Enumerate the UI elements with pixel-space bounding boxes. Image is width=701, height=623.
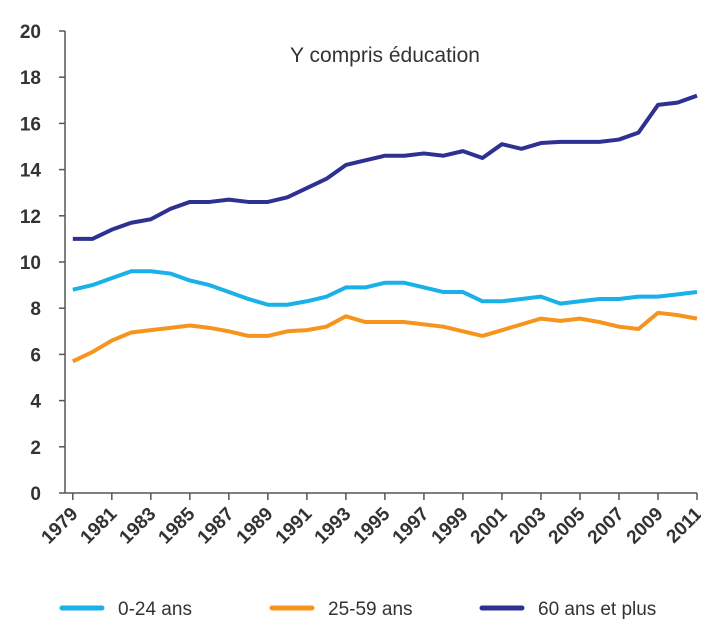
legend-label: 25-59 ans bbox=[328, 599, 413, 620]
x-tick-label: 1989 bbox=[233, 504, 278, 549]
x-tick-label: 2001 bbox=[467, 503, 512, 548]
x-tick-label: 1997 bbox=[389, 504, 434, 549]
x-tick-label: 1981 bbox=[77, 503, 122, 548]
y-tick-label: 20 bbox=[20, 22, 41, 43]
y-tick-label: 12 bbox=[20, 207, 41, 228]
y-tick-label: 2 bbox=[30, 438, 41, 459]
y-tick-label: 0 bbox=[30, 484, 41, 505]
y-tick-label: 14 bbox=[20, 161, 42, 182]
annotation: Y compris éducation bbox=[290, 44, 480, 67]
x-tick-label: 1991 bbox=[272, 503, 317, 548]
x-tick-label: 2011 bbox=[663, 503, 701, 547]
y-tick-label: 10 bbox=[20, 253, 41, 274]
x-tick-label: 2005 bbox=[545, 503, 590, 548]
legend-label: 60 ans et plus bbox=[538, 599, 656, 620]
x-tick-label: 1983 bbox=[116, 504, 161, 549]
y-tick-label: 8 bbox=[30, 299, 41, 320]
x-tick-label: 1993 bbox=[311, 504, 356, 549]
x-tick-label: 1987 bbox=[194, 504, 239, 549]
x-tick-label: 2007 bbox=[584, 504, 629, 549]
y-tick-label: 6 bbox=[30, 345, 41, 366]
x-tick-label: 2009 bbox=[623, 504, 668, 549]
x-tick-label: 1985 bbox=[155, 503, 200, 548]
x-tick-label: 1995 bbox=[350, 503, 395, 548]
legend-label: 0-24 ans bbox=[118, 599, 192, 620]
y-tick-label: 16 bbox=[20, 114, 41, 135]
x-tick-label: 1999 bbox=[428, 504, 473, 549]
y-tick-label: 4 bbox=[30, 392, 41, 413]
series-line bbox=[71, 310, 698, 364]
x-tick-label: 1979 bbox=[38, 504, 83, 549]
series-line bbox=[72, 93, 698, 241]
x-tick-label: 2003 bbox=[506, 504, 551, 549]
series-line bbox=[72, 269, 698, 307]
y-tick-label: 18 bbox=[20, 68, 41, 89]
